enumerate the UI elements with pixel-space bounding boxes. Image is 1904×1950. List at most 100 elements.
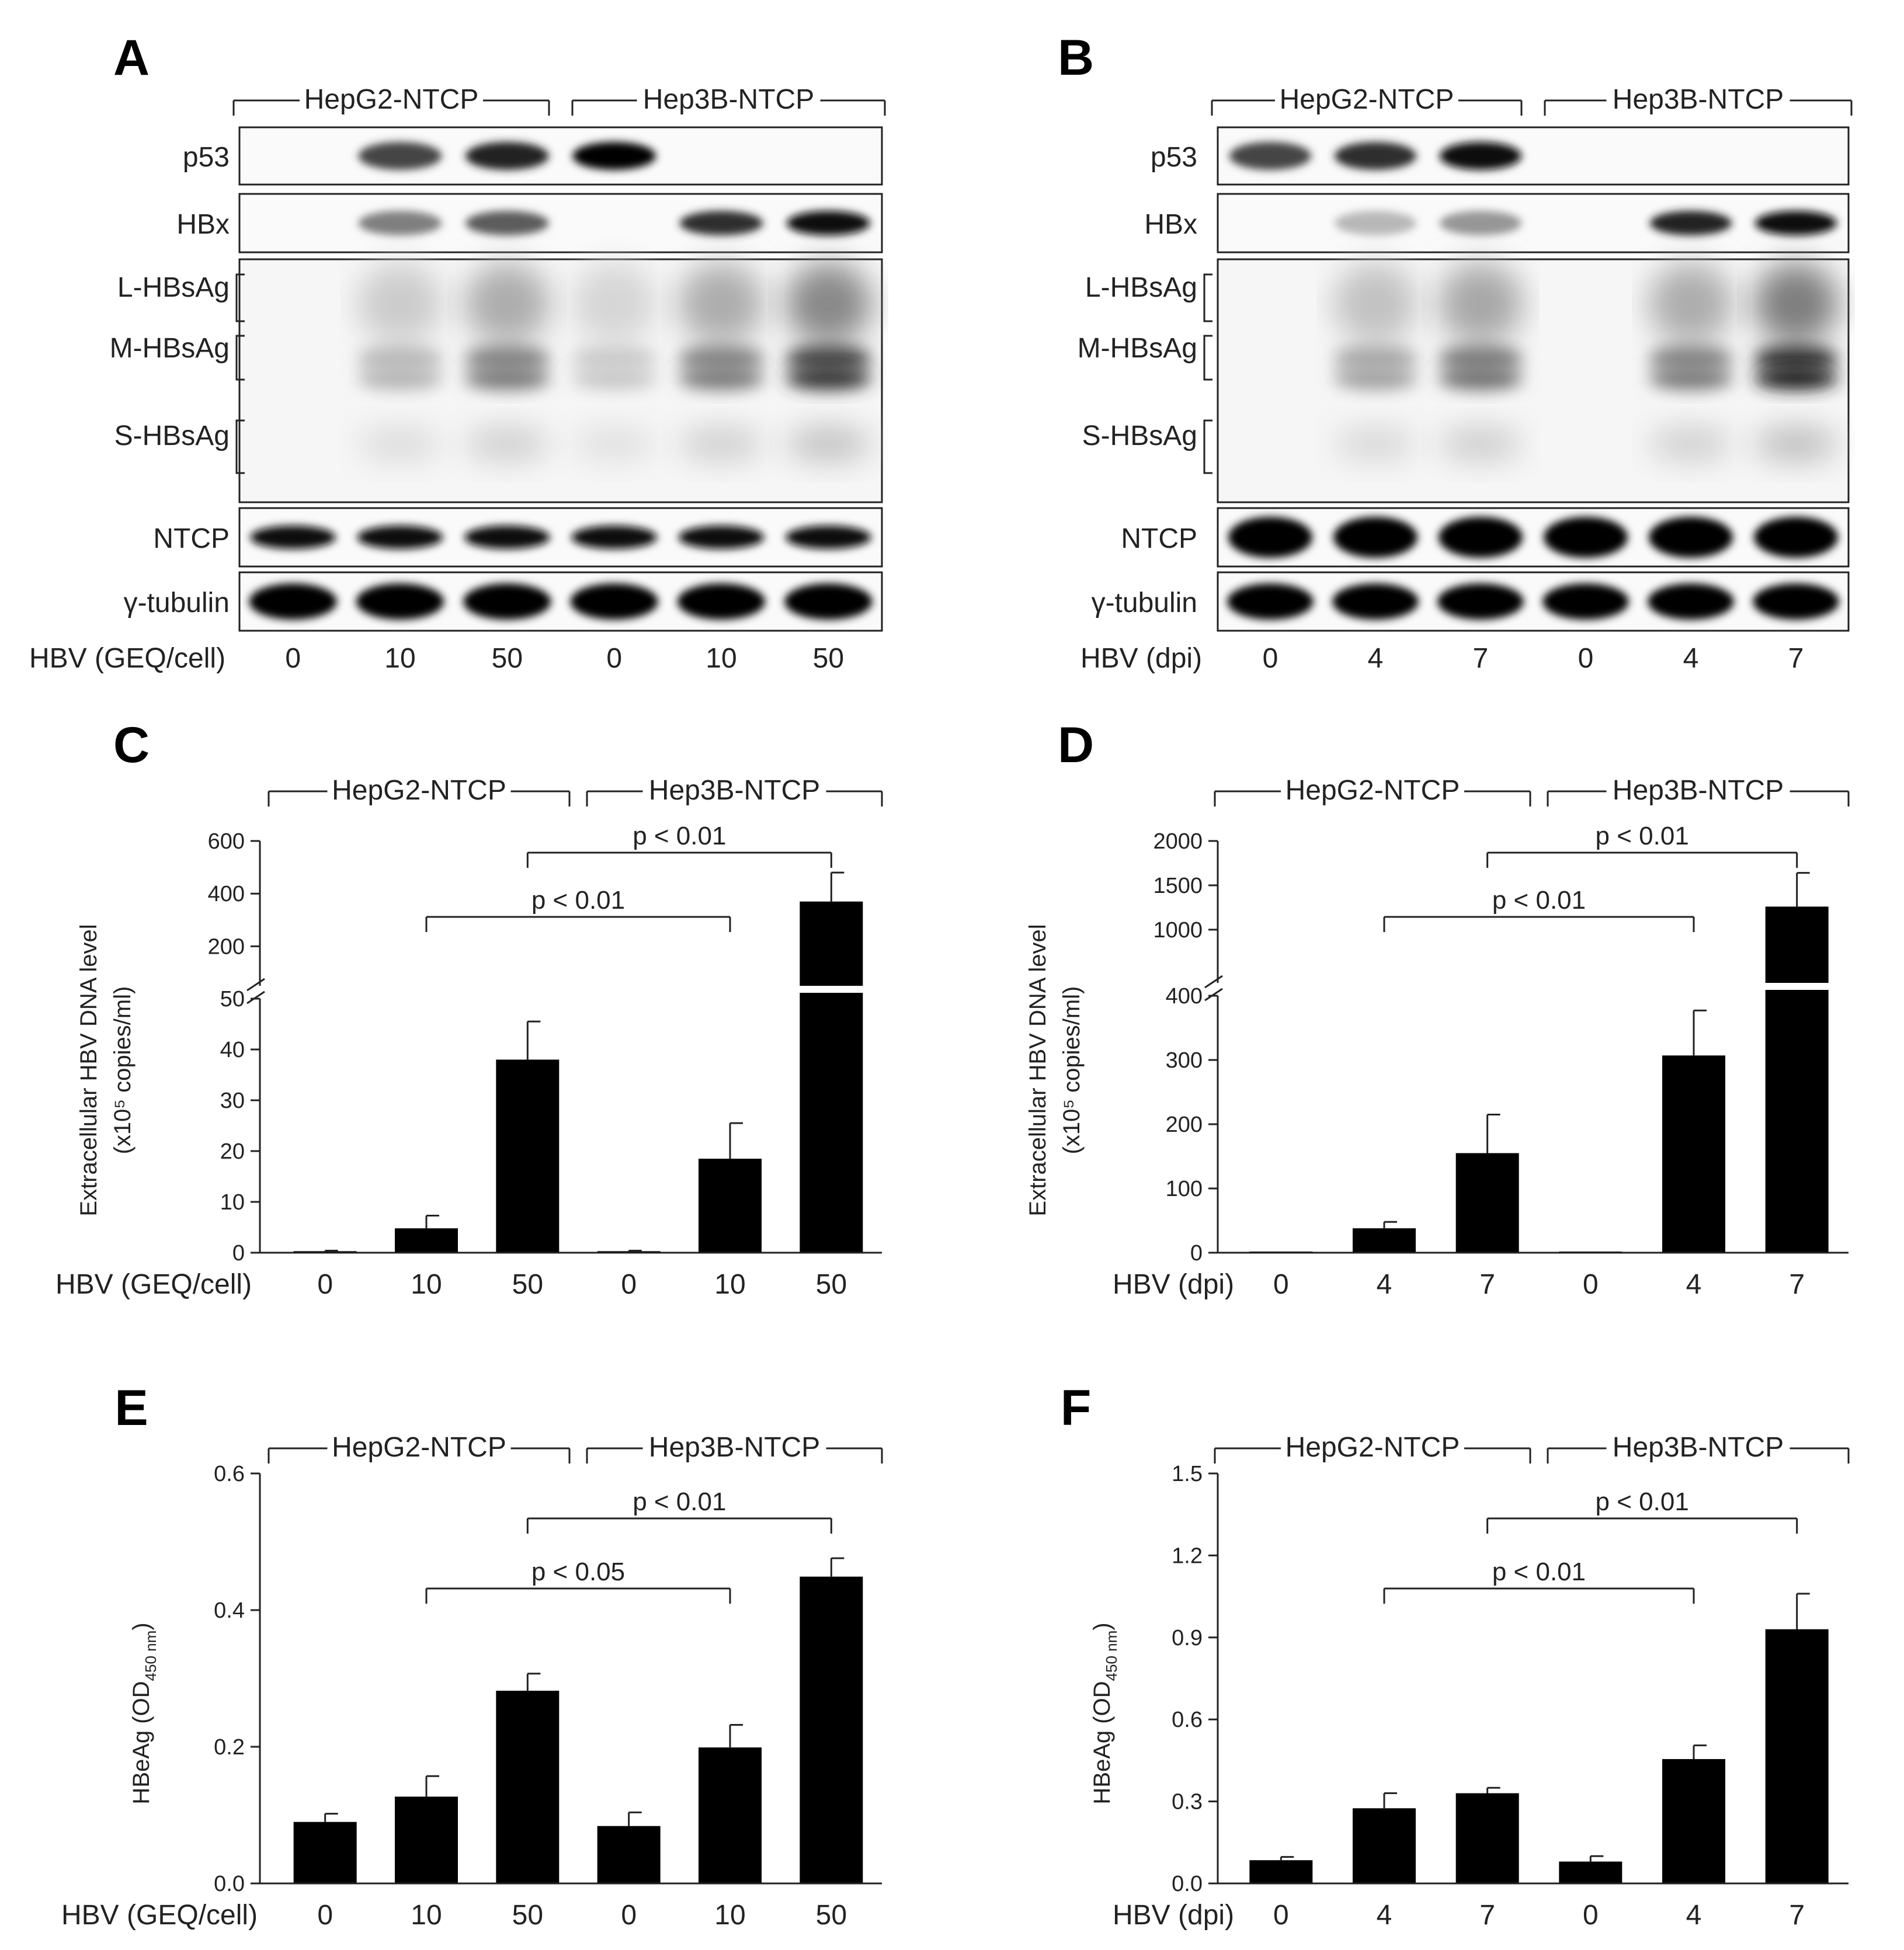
- condition-label-B: HBV (dpi): [1080, 643, 1202, 674]
- band: [464, 367, 550, 390]
- y-tick-label: 0.0: [1172, 1872, 1203, 1896]
- bar: [1662, 1055, 1725, 1253]
- y-axis-label: HBeAg (OD450 nm): [128, 1622, 159, 1804]
- y-tick-label: 300: [1166, 1048, 1203, 1073]
- band: [1333, 345, 1417, 374]
- panel-letter-C: C: [113, 717, 150, 773]
- band: [1333, 517, 1417, 558]
- band: [679, 211, 763, 235]
- band: [571, 526, 657, 549]
- group-bracket-F-2: Hep3B-NTCP: [1547, 1432, 1850, 1464]
- band: [1439, 345, 1523, 374]
- bar: [800, 901, 863, 1253]
- band: [1333, 367, 1417, 390]
- band: [571, 426, 657, 461]
- x-axis-label: HBV (GEQ/cell): [61, 1900, 258, 1931]
- band: [1227, 583, 1314, 620]
- p-value-label: p < 0.01: [531, 886, 625, 915]
- blot-box: [1217, 571, 1850, 632]
- lane-label: 0: [1578, 643, 1594, 674]
- blot-row-label-5: NTCP: [1121, 523, 1197, 554]
- blot-row-label-3: M-HBsAg: [110, 333, 230, 364]
- x-tick-label: 4: [1377, 1900, 1392, 1931]
- bar: [395, 1228, 458, 1253]
- y-tick-label: 0.3: [1172, 1790, 1203, 1815]
- group-bracket-A-1: HepG2-NTCP: [232, 84, 550, 116]
- group-bracket-A-2: Hep3B-NTCP: [571, 84, 886, 116]
- y-tick-label: 200: [1166, 1113, 1203, 1137]
- panel-letter-E: E: [114, 1380, 148, 1436]
- band: [1439, 426, 1523, 461]
- bar: [597, 1826, 661, 1883]
- y-tick-label: 0.6: [214, 1462, 245, 1486]
- hbsag-bracket: [235, 335, 245, 381]
- x-axis-label: HBV (GEQ/cell): [55, 1269, 252, 1300]
- x-tick-label: 50: [512, 1900, 543, 1931]
- band: [464, 345, 550, 374]
- y-tick-label: 100: [1166, 1177, 1203, 1201]
- chart-panel-C: C 0 10 20 30 40 50 200 400 600 Extracellular HBV D…: [55, 717, 864, 1300]
- bar-break-gap: [1764, 983, 1830, 990]
- band: [1754, 345, 1838, 374]
- blot-box: [1217, 193, 1850, 253]
- band: [677, 583, 766, 620]
- group-bracket-E-2-label: Hep3B-NTCP: [649, 1432, 820, 1463]
- blot-box: [1217, 507, 1850, 568]
- lane-label: 7: [1473, 643, 1489, 674]
- group-bracket-D-1-label: HepG2-NTCP: [1285, 775, 1460, 806]
- chart-panel-E: E 0.0 0.2 0.4 0.6 HBeAg (OD450 nm) 0 10 50 0 10 50 H…: [61, 1380, 863, 1931]
- group-bracket-B-2: Hep3B-NTCP: [1544, 84, 1853, 116]
- bar: [1662, 1759, 1725, 1883]
- band: [463, 583, 551, 620]
- hbsag-bracket: [235, 273, 245, 322]
- blot-row-label-1: HBx: [176, 209, 230, 240]
- group-bracket-A-2-label: Hep3B-NTCP: [643, 84, 814, 115]
- x-tick-label: 50: [512, 1269, 543, 1300]
- axis-break-mark: [246, 978, 265, 992]
- y-tick-label: 1000: [1153, 918, 1203, 943]
- y-tick-label: 200: [208, 934, 245, 959]
- group-bracket-F-1: HepG2-NTCP: [1214, 1432, 1531, 1464]
- y-label-end: ): [1089, 1622, 1115, 1630]
- hbsag-bracket: [1203, 335, 1212, 381]
- x-tick-label: 0: [1273, 1269, 1289, 1300]
- y-tick-label: 1500: [1153, 874, 1203, 898]
- bar: [496, 1059, 560, 1253]
- axis-break-mark: [246, 990, 265, 1004]
- band: [465, 142, 549, 170]
- hbsag-bracket: [235, 419, 245, 474]
- blot-row-label-4: S-HBsAg: [1082, 420, 1197, 451]
- bar: [699, 1159, 762, 1253]
- y-tick-label: 0: [1190, 1241, 1203, 1266]
- band: [1649, 263, 1733, 345]
- bar: [1765, 1629, 1829, 1883]
- band: [1649, 517, 1733, 558]
- bar: [1249, 1860, 1313, 1883]
- p-value-label: p < 0.01: [633, 1487, 726, 1516]
- group-bracket-E-1-label: HepG2-NTCP: [332, 1432, 506, 1463]
- group-bracket-E-2: Hep3B-NTCP: [586, 1432, 883, 1464]
- x-tick-label: 0: [317, 1269, 333, 1300]
- group-bracket-D-2: Hep3B-NTCP: [1547, 775, 1850, 807]
- band: [571, 263, 657, 345]
- blot-row-label-2: L-HBsAg: [1085, 272, 1197, 303]
- panel-letter-F: F: [1061, 1380, 1092, 1436]
- band: [1439, 211, 1522, 235]
- group-bracket-C-1: HepG2-NTCP: [267, 775, 571, 807]
- band: [356, 583, 444, 620]
- band: [1754, 367, 1838, 390]
- panel-letter-A: A: [113, 30, 150, 86]
- y-tick-label: 50: [220, 987, 245, 1012]
- group-bracket-B-1-label: HepG2-NTCP: [1280, 84, 1454, 115]
- x-tick-label: 0: [317, 1900, 333, 1931]
- band: [1649, 345, 1733, 374]
- group-bracket-C-2-label: Hep3B-NTCP: [649, 775, 820, 806]
- band: [1439, 142, 1522, 170]
- x-tick-label: 10: [714, 1900, 745, 1931]
- band: [678, 367, 765, 390]
- lane-label: 0: [1263, 643, 1278, 674]
- y-tick-label: 20: [220, 1139, 245, 1164]
- band: [465, 211, 549, 235]
